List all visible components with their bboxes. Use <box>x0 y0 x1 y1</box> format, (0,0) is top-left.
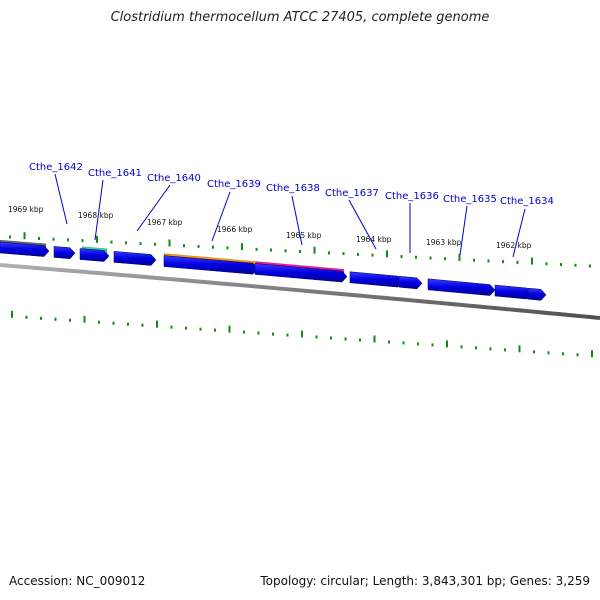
accession-text: Accession: NC_009012 <box>9 574 146 588</box>
gene-arrow[interactable] <box>527 287 547 301</box>
gene-arrow[interactable] <box>0 241 50 257</box>
gene-label[interactable]: Cthe_1636 <box>385 191 439 202</box>
gene-label-leader <box>211 191 231 242</box>
gene-label-leader <box>459 205 468 256</box>
gene-label[interactable]: Cthe_1642 <box>29 162 83 173</box>
gene-arrow[interactable] <box>113 251 157 266</box>
gene-label-leader <box>136 184 171 232</box>
gene-label-leader <box>348 199 377 250</box>
gene-arrow[interactable] <box>53 246 76 259</box>
gene-label[interactable]: Cthe_1638 <box>266 183 320 194</box>
gene-label[interactable]: Cthe_1640 <box>147 173 201 184</box>
gene-label-leader <box>54 173 68 225</box>
gene-label[interactable]: Cthe_1634 <box>500 196 554 207</box>
gene-label[interactable]: Cthe_1641 <box>88 168 142 179</box>
gene-arrow[interactable] <box>349 271 404 288</box>
gene-label-leader <box>94 179 104 241</box>
kbp-scale-label: 1965 kbp <box>286 231 322 240</box>
gene-arrow[interactable] <box>494 284 533 300</box>
kbp-scale-label: 1966 kbp <box>217 225 253 234</box>
gene-arrow[interactable] <box>427 278 496 296</box>
genome-backbone <box>0 263 600 320</box>
map-title: Clostridium thermocellum ATCC 27405, com… <box>110 10 490 25</box>
gene-label[interactable]: Cthe_1635 <box>443 194 497 205</box>
gene-arrow[interactable] <box>79 248 110 262</box>
kbp-scale-label: 1963 kbp <box>426 238 462 247</box>
gene-label[interactable]: Cthe_1637 <box>325 188 379 199</box>
gene-label[interactable]: Cthe_1639 <box>207 179 261 190</box>
genome-summary-text: Topology: circular; Length: 3,843,301 bp… <box>260 574 590 588</box>
kbp-scale-label: 1968 kbp <box>78 211 114 220</box>
gene-arrow[interactable] <box>254 263 348 283</box>
gene-label-leader <box>291 195 303 246</box>
gene-arrow[interactable] <box>398 275 423 290</box>
kbp-scale-label: 1969 kbp <box>8 205 44 214</box>
kbp-scale-label: 1967 kbp <box>147 218 183 227</box>
kbp-scale-label: 1962 kbp <box>496 241 532 250</box>
gene-label-leader <box>512 208 526 258</box>
kbp-scale-label: 1964 kbp <box>356 235 392 244</box>
